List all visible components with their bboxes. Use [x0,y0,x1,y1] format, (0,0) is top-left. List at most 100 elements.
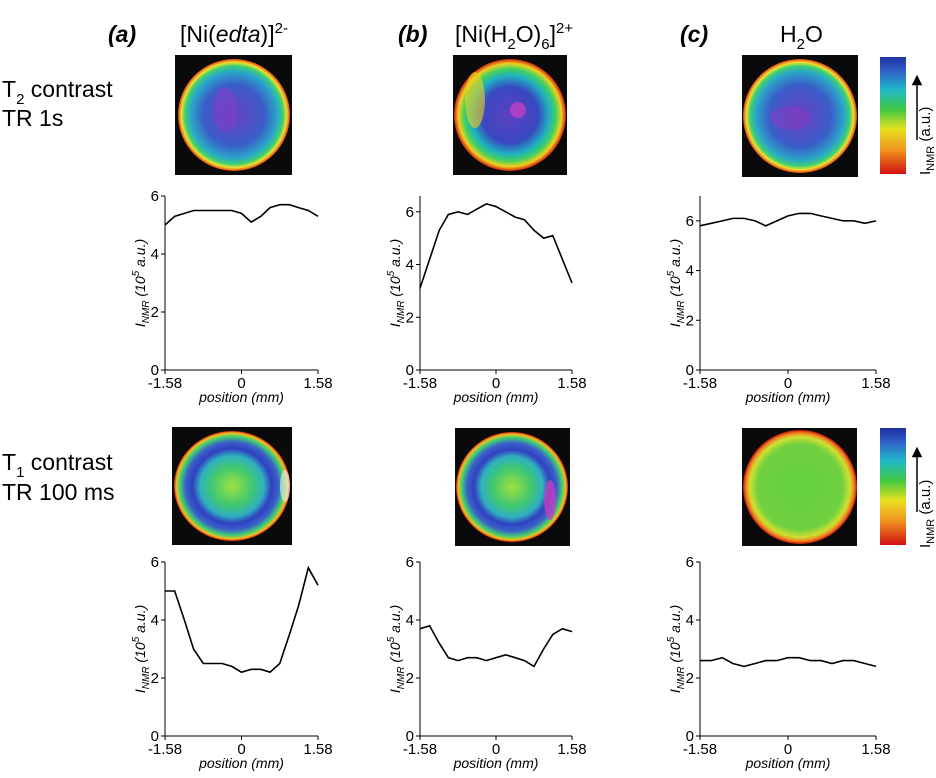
x-tick-label: -1.58 [148,741,182,758]
text: T [2,449,16,475]
text: 5 [666,636,677,642]
x-tick-label: -1.58 [403,375,437,392]
compound-label: [Ni(H2O)6]2+ [455,20,573,53]
y-tick-label: 6 [151,554,159,571]
text: 5 [131,636,142,642]
y-tick-label: 2 [406,309,414,326]
text: (10 [132,276,148,300]
y-tick-label: 6 [151,188,159,205]
x-tick-label: 0 [492,741,500,758]
text: 5 [386,636,397,642]
colorbar [880,57,923,545]
panel-label: (c) [680,21,708,47]
y-tick-label: 4 [406,257,414,274]
text: I [387,689,403,693]
y-tick-label: 0 [406,362,414,379]
text: (10 [132,642,148,666]
x-tick-label: 0 [492,375,500,392]
text: a.u.) [132,239,148,271]
y-tick-label: 2 [151,670,159,687]
text: NMR [925,519,936,544]
compound-label: [Ni(edta)]2- [180,20,288,47]
x-tick-label: 0 [237,741,245,758]
x-tick-label: -1.58 [403,741,437,758]
x-axis-label: position (mm) [453,389,539,405]
text: ] [550,21,556,47]
y-tick-label: 6 [686,213,694,230]
text: NMR [396,300,407,323]
y-axis-label: INMR (105 a.u.) [131,239,152,327]
row-label: T2 contrast [2,76,113,108]
y-tick-label: 2 [151,304,159,321]
text: a.u.) [387,605,403,637]
text: NMR [676,666,687,689]
y-tick-label: 2 [686,312,694,329]
data-line [419,203,573,289]
panel-label: (b) [398,21,427,47]
x-axis-label: position (mm) [453,755,539,771]
mri-image [175,55,292,175]
y-tick-label: 6 [686,554,694,571]
y-tick-label: 2 [406,670,414,687]
text: O [805,21,823,47]
y-tick-label: 4 [151,246,159,263]
mri-image [455,428,570,546]
row-label: TR 1s [2,105,63,131]
text: a.u.) [667,239,683,271]
text: )] [261,21,275,47]
text: (10 [667,642,683,666]
x-tick-label: 1.58 [557,741,586,758]
text: contrast [24,449,113,475]
data-line [165,565,319,674]
text: 2 [797,36,805,53]
text: contrast [24,76,113,102]
text: a.u.) [132,605,148,637]
compound-label: H2O [780,21,823,53]
x-tick-label: -1.58 [683,375,717,392]
y-tick-label: 0 [686,362,694,379]
text: I [917,171,934,175]
x-tick-label: 0 [237,375,245,392]
text: H [780,21,797,47]
text: edta [216,21,261,47]
colorbar-label: INMR (a.u.) [917,480,936,548]
text: (a.u.) [917,480,934,519]
y-tick-label: 6 [406,554,414,571]
y-tick-label: 4 [406,612,414,629]
x-tick-label: -1.58 [148,375,182,392]
text: NMR [141,666,152,689]
x-axis-label: position (mm) [198,755,284,771]
row-label: T1 contrast [2,449,113,481]
text: O) [516,21,542,47]
x-tick-label: 1.58 [861,741,890,758]
text: T [2,76,16,102]
text: (10 [387,642,403,666]
y-axis-label: INMR (105 a.u.) [131,605,152,693]
y-tick-label: 0 [406,728,414,745]
data-line [699,212,877,227]
text: (10 [667,276,683,300]
text: (10 [387,276,403,300]
text: I [667,689,683,693]
text: NMR [925,146,936,171]
text: (a.u.) [917,107,934,146]
row-label: TR 100 ms [2,479,114,505]
x-axis-label: position (mm) [745,755,831,771]
text: 1 [16,464,24,481]
mri-image [453,55,567,175]
y-tick-label: 0 [151,362,159,379]
mri-image [742,428,857,546]
text: I [917,544,934,548]
data-line [164,203,319,226]
y-tick-label: 6 [406,204,414,221]
y-tick-label: 0 [686,728,694,745]
y-axis-label: INMR (105 a.u.) [666,605,687,693]
y-tick-label: 0 [151,728,159,745]
colorbar-label: INMR (a.u.) [917,107,936,175]
y-tick-label: 4 [686,263,694,280]
mri-image [172,427,292,545]
